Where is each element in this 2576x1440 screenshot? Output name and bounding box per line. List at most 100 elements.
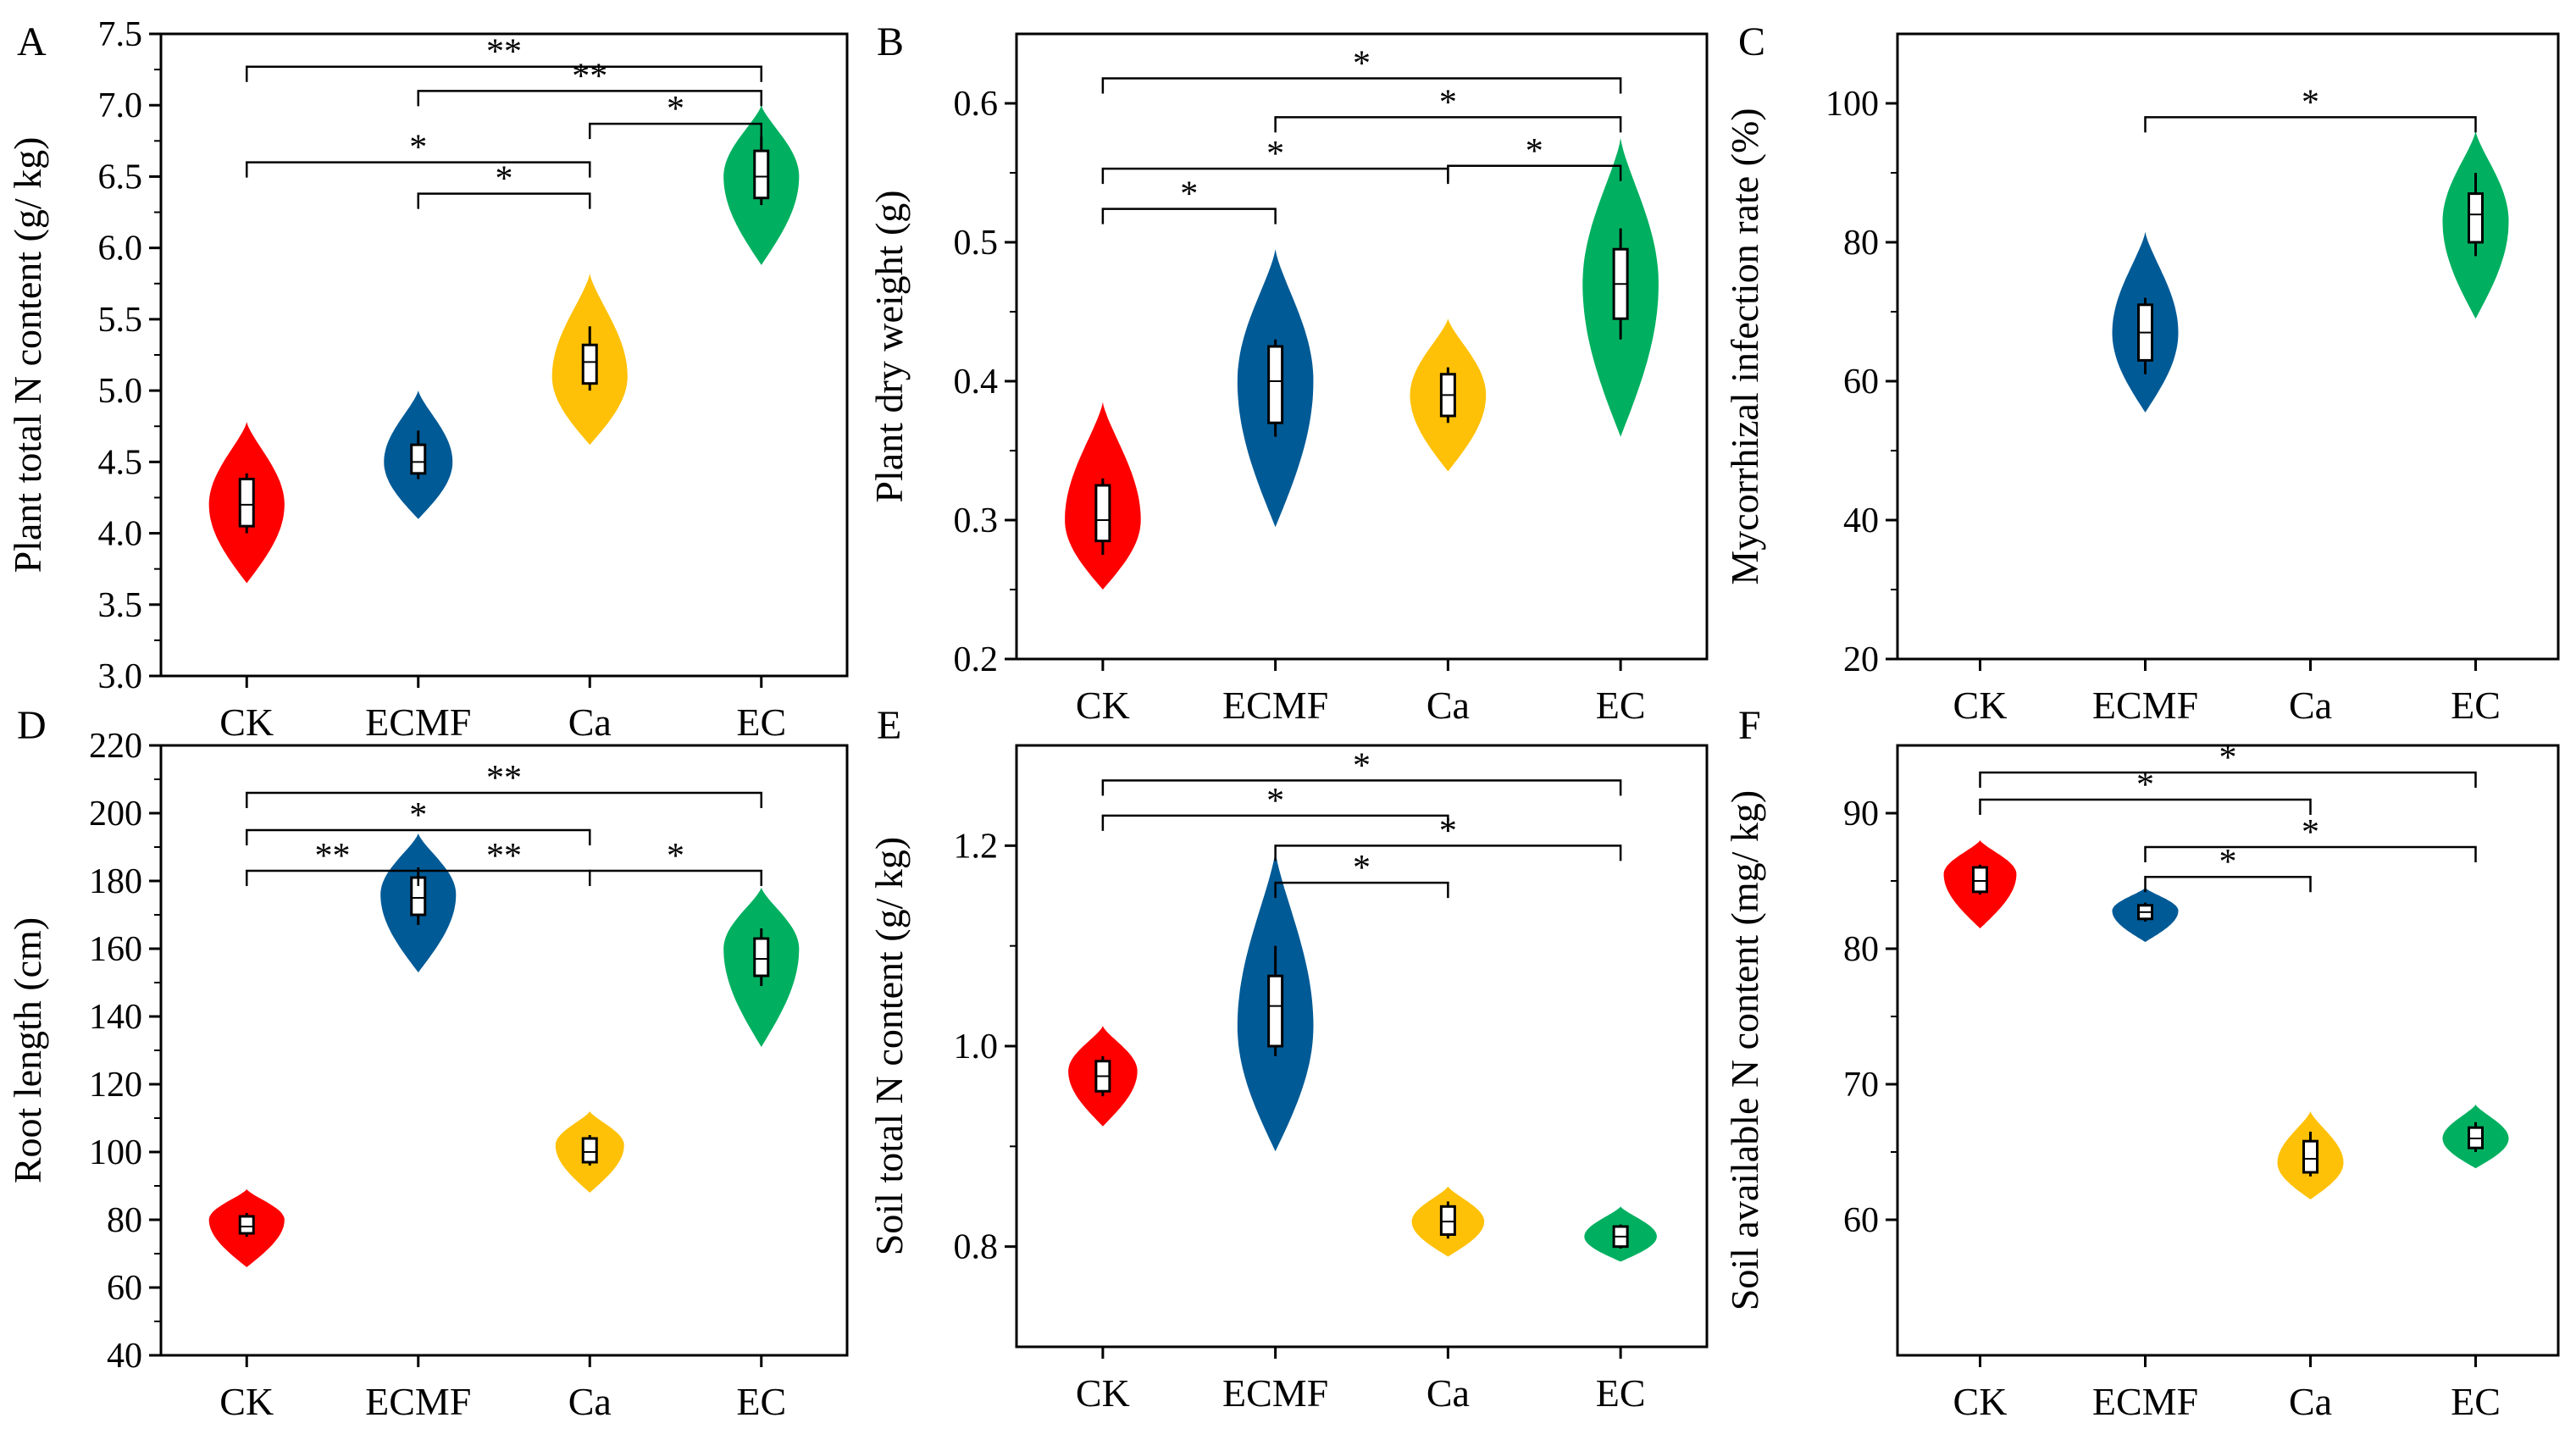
significance-label: * (409, 796, 427, 835)
significance-bracket (1101, 814, 1449, 831)
significance-label: ** (315, 837, 351, 876)
significance-label: * (667, 837, 684, 876)
y-tick-label: 7.5 (98, 15, 143, 54)
y-tick-label: 40 (1843, 501, 1879, 540)
y-tick-label: 40 (107, 1337, 142, 1376)
y-tick-label: 5.5 (98, 301, 143, 340)
box-Ca (2302, 1139, 2318, 1174)
x-tick-label: EC (2451, 1380, 2501, 1423)
significance-bracket (246, 791, 762, 808)
significance-bracket (246, 828, 591, 845)
y-tick-label: 100 (89, 1133, 142, 1172)
significance-bracket (1101, 208, 1277, 224)
x-tick-label: CK (1953, 684, 2008, 727)
y-tick-label: 80 (107, 1201, 142, 1240)
panel-letter: A (17, 19, 47, 64)
y-tick-label: 5.0 (98, 372, 143, 411)
significance-label: * (2219, 843, 2237, 882)
significance-label: * (2302, 83, 2319, 122)
x-tick-label: CK (219, 701, 274, 744)
significance-bracket (1101, 77, 1622, 94)
box-Ca (581, 1137, 598, 1164)
x-tick-label: EC (1596, 684, 1646, 727)
box-CK (238, 1215, 255, 1235)
significance-label: * (1266, 782, 1284, 821)
y-tick-label: 1.0 (954, 1027, 999, 1066)
panel-C: C 20 40 60 80 100 Mycorrhizal infection rate (… (1723, 19, 2560, 727)
x-tick-label: ECMF (2092, 1380, 2198, 1423)
significance-bracket (2144, 116, 2477, 133)
y-tick-label: 0.5 (954, 224, 999, 263)
box-EC (753, 937, 770, 978)
significance-bracket (246, 65, 762, 82)
y-tick-label: 100 (1825, 85, 1879, 124)
x-tick-label: ECMF (1222, 1371, 1328, 1415)
panel-letter: F (1738, 703, 1761, 748)
significance-label: * (2136, 766, 2154, 805)
significance-label: ** (486, 33, 522, 72)
x-tick-label: Ca (1426, 684, 1470, 727)
box-ECMF (410, 443, 427, 475)
y-tick-label: 6.0 (98, 230, 143, 269)
y-tick-label: 180 (89, 862, 142, 901)
x-tick-label: Ca (1426, 1371, 1470, 1415)
significance-bracket (417, 192, 591, 209)
significance-label: * (1180, 175, 1198, 214)
y-tick-label: 0.4 (954, 363, 999, 402)
x-tick-label: Ca (568, 1380, 612, 1423)
x-tick-label: Ca (568, 701, 612, 744)
significance-bracket (1274, 116, 1622, 133)
significance-label: * (667, 90, 684, 129)
x-tick-label: Ca (2289, 684, 2332, 727)
panel-letter: B (877, 19, 904, 64)
x-tick-label: ECMF (2092, 684, 2198, 727)
x-tick-label: EC (736, 701, 786, 744)
y-axis-title: Plant total N content (g/ kg) (6, 137, 49, 573)
significance-bracket (2144, 875, 2312, 893)
y-tick-label: 0.2 (954, 640, 999, 679)
panel-B: B 0.2 0.3 0.4 0.5 0.6 Plant dry weight (g) CK EC… (867, 19, 1709, 727)
plot-frame (1015, 32, 1709, 661)
y-tick-label: 20 (1843, 640, 1879, 679)
box-CK (1094, 484, 1111, 543)
significance-label: * (1353, 849, 1371, 888)
significance-label: * (2219, 739, 2237, 778)
y-tick-label: 160 (89, 930, 142, 969)
panel-E: E 0.8 1.0 1.2 Soil total N content (g/ kg) CK… (867, 703, 1709, 1415)
panel-F: F 60 70 80 90 Soil available N content (mg/ k… (1723, 703, 2560, 1423)
y-tick-label: 0.6 (954, 85, 999, 124)
box-CK (1972, 866, 1988, 894)
significance-bracket (1101, 779, 1622, 796)
x-tick-label: Ca (2289, 1380, 2332, 1423)
y-tick-label: 4.5 (98, 443, 143, 482)
y-tick-label: 0.3 (954, 501, 999, 540)
significance-label: * (1526, 132, 1543, 171)
significance-bracket (246, 161, 591, 178)
significance-label: * (496, 160, 513, 199)
y-tick-label: 140 (89, 998, 142, 1037)
significance-label: * (1439, 83, 1457, 122)
significance-label: * (1266, 135, 1284, 174)
plot-frame (1896, 32, 2560, 661)
x-tick-label: EC (1596, 1371, 1646, 1415)
plot-frame (159, 32, 849, 678)
y-axis-title: Soil total N content (g/ kg) (867, 837, 911, 1255)
x-tick-label: ECMF (365, 1380, 471, 1423)
x-tick-label: EC (2451, 684, 2501, 727)
y-tick-label: 60 (107, 1269, 142, 1308)
plot-frame (1896, 744, 2560, 1357)
panel-letter: C (1738, 19, 1765, 64)
y-tick-label: 3.5 (98, 586, 143, 625)
y-tick-label: 0.8 (954, 1228, 999, 1267)
panel-letter: E (877, 703, 901, 748)
y-tick-label: 3.0 (98, 657, 143, 696)
y-tick-label: 6.5 (98, 158, 143, 197)
y-axis-title: Soil available N content (mg/ kg) (1723, 790, 1766, 1310)
box-ECMF (1267, 345, 1284, 424)
significance-label: * (1353, 746, 1371, 785)
y-tick-label: 7.0 (98, 86, 143, 125)
x-tick-label: CK (1076, 684, 1130, 727)
significance-bracket (2144, 845, 2477, 862)
box-ECMF (1267, 974, 1284, 1048)
y-axis-title: Root length (cm) (6, 917, 49, 1183)
